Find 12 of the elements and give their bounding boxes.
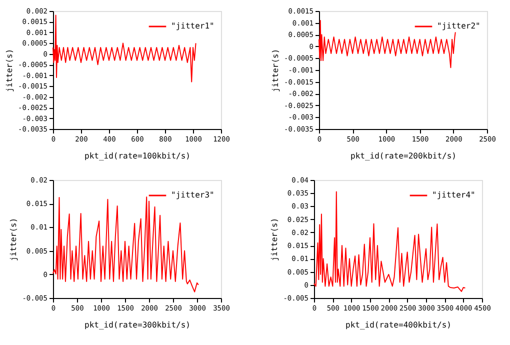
x-axis-title: pkt_id(rate=300kbit/s) (84, 320, 190, 330)
y-axis-title: jitter(s) (270, 218, 280, 262)
legend-label: "jitter4" (432, 190, 476, 200)
y-axis-title: jitter(s) (271, 48, 280, 92)
y-axis-title: jitter(s) (9, 218, 18, 262)
x-axis-title: pkt_id(rate=400kbit/s) (346, 320, 452, 330)
x-axis-title: pkt_id(rate=100kbit/s) (84, 152, 190, 160)
legend-label: "jitter2" (437, 22, 480, 30)
y-axis-title: jitter(s) (5, 48, 14, 92)
x-axis-title: pkt_id(rate=200kbit/s) (350, 152, 456, 160)
legend-label: "jitter1" (171, 22, 214, 30)
legend-label: "jitter3" (171, 190, 214, 200)
